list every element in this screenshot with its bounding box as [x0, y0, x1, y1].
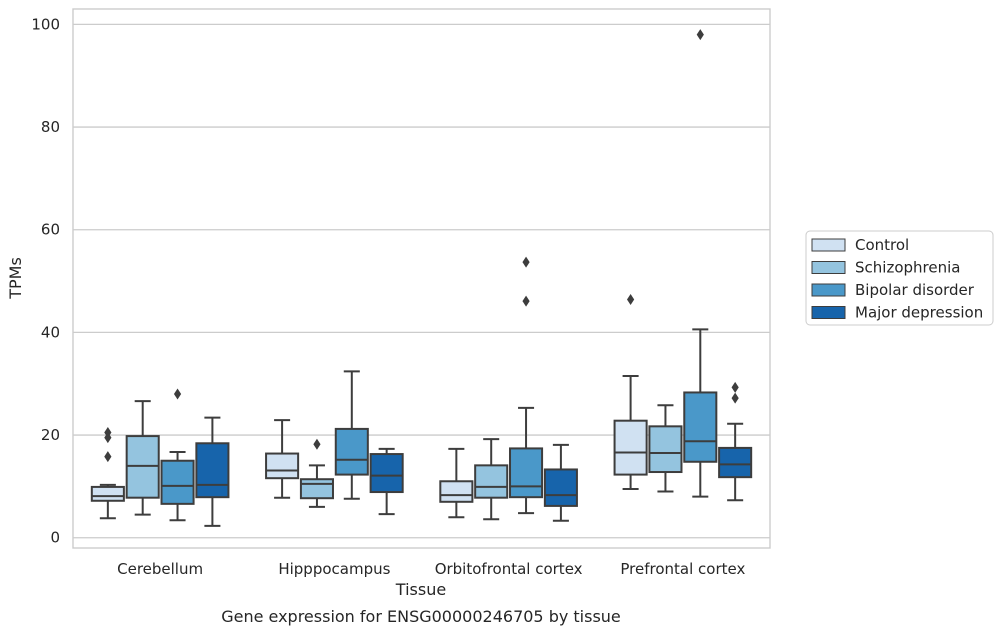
outlier-point: [313, 438, 321, 450]
box-group: [648, 404, 683, 493]
box-iqr: [369, 453, 404, 494]
outlier-point: [696, 29, 704, 41]
box-group: [195, 416, 230, 527]
y-tick-label: 100: [31, 15, 60, 33]
box-plots: [90, 29, 753, 527]
box-iqr: [683, 391, 718, 463]
x-tick-label: Orbitofrontal cortex: [435, 560, 583, 578]
box-iqr: [509, 447, 544, 499]
box-group: [683, 29, 718, 498]
box-group: [474, 438, 509, 521]
outlier-point: [522, 295, 530, 307]
legend-swatch: [811, 238, 846, 252]
box-group: [509, 256, 544, 515]
outlier-point: [522, 256, 530, 268]
y-tick-label: 80: [41, 118, 60, 136]
legend-frame: [805, 230, 994, 326]
x-tick-label: Prefrontal cortex: [620, 560, 745, 578]
box-iqr: [613, 419, 648, 476]
legend-label: Schizophrenia: [855, 259, 960, 277]
box-group: [613, 294, 648, 490]
box-iqr: [299, 478, 334, 500]
chart-caption: Gene expression for ENSG00000246705 by t…: [221, 607, 621, 626]
y-tick-labels: 0 20 40 60 80 100: [31, 15, 60, 546]
box-group: [369, 447, 404, 516]
box-group: [160, 388, 195, 522]
box-iqr: [90, 485, 125, 502]
x-tick-label: Hipppocampus: [278, 560, 390, 578]
legend: Control Schizophrenia Bipolar disorder Majo…: [805, 230, 994, 326]
box-iqr: [543, 468, 578, 507]
grid-lines: [73, 23, 770, 539]
box-iqr: [125, 435, 160, 499]
outlier-point: [104, 451, 112, 463]
outlier-point: [627, 294, 635, 306]
box-iqr: [195, 442, 230, 499]
box-group: [334, 370, 369, 500]
outlier-point: [173, 388, 182, 400]
x-tick-label: Cerebellum: [117, 560, 203, 578]
box-group: [718, 381, 753, 502]
box-group: [265, 419, 300, 499]
outlier-point: [104, 432, 112, 444]
y-tick-label: 0: [50, 529, 60, 547]
x-axis-title: Tissue: [395, 580, 446, 599]
box-iqr: [439, 480, 474, 503]
legend-label: Control: [855, 236, 909, 254]
outlier-point: [731, 381, 739, 393]
y-tick-label: 60: [41, 221, 60, 239]
box-iqr: [265, 452, 300, 480]
box-iqr: [474, 464, 509, 499]
legend-swatch: [811, 283, 846, 297]
box-group: [299, 438, 334, 508]
legend-label: Bipolar disorder: [855, 281, 975, 299]
box-iqr: [160, 459, 195, 505]
y-tick-label: 40: [41, 323, 60, 341]
box-iqr: [648, 425, 683, 474]
legend-swatch: [811, 261, 846, 274]
plot-area-frame: [72, 8, 771, 549]
box-group: [439, 447, 474, 519]
y-tick-label: 20: [41, 426, 60, 444]
box-group: [90, 427, 125, 520]
legend-swatch: [811, 306, 846, 319]
box-iqr: [334, 427, 369, 476]
legend-label: Major depression: [855, 304, 983, 322]
box-group: [543, 443, 578, 522]
x-tick-labels: Cerebellum Hipppocampus Orbitofrontal cort…: [117, 560, 745, 578]
box-iqr: [718, 446, 753, 479]
box-group: [125, 400, 160, 516]
y-axis-title: TPMs: [6, 257, 25, 300]
outlier-point: [731, 392, 739, 404]
